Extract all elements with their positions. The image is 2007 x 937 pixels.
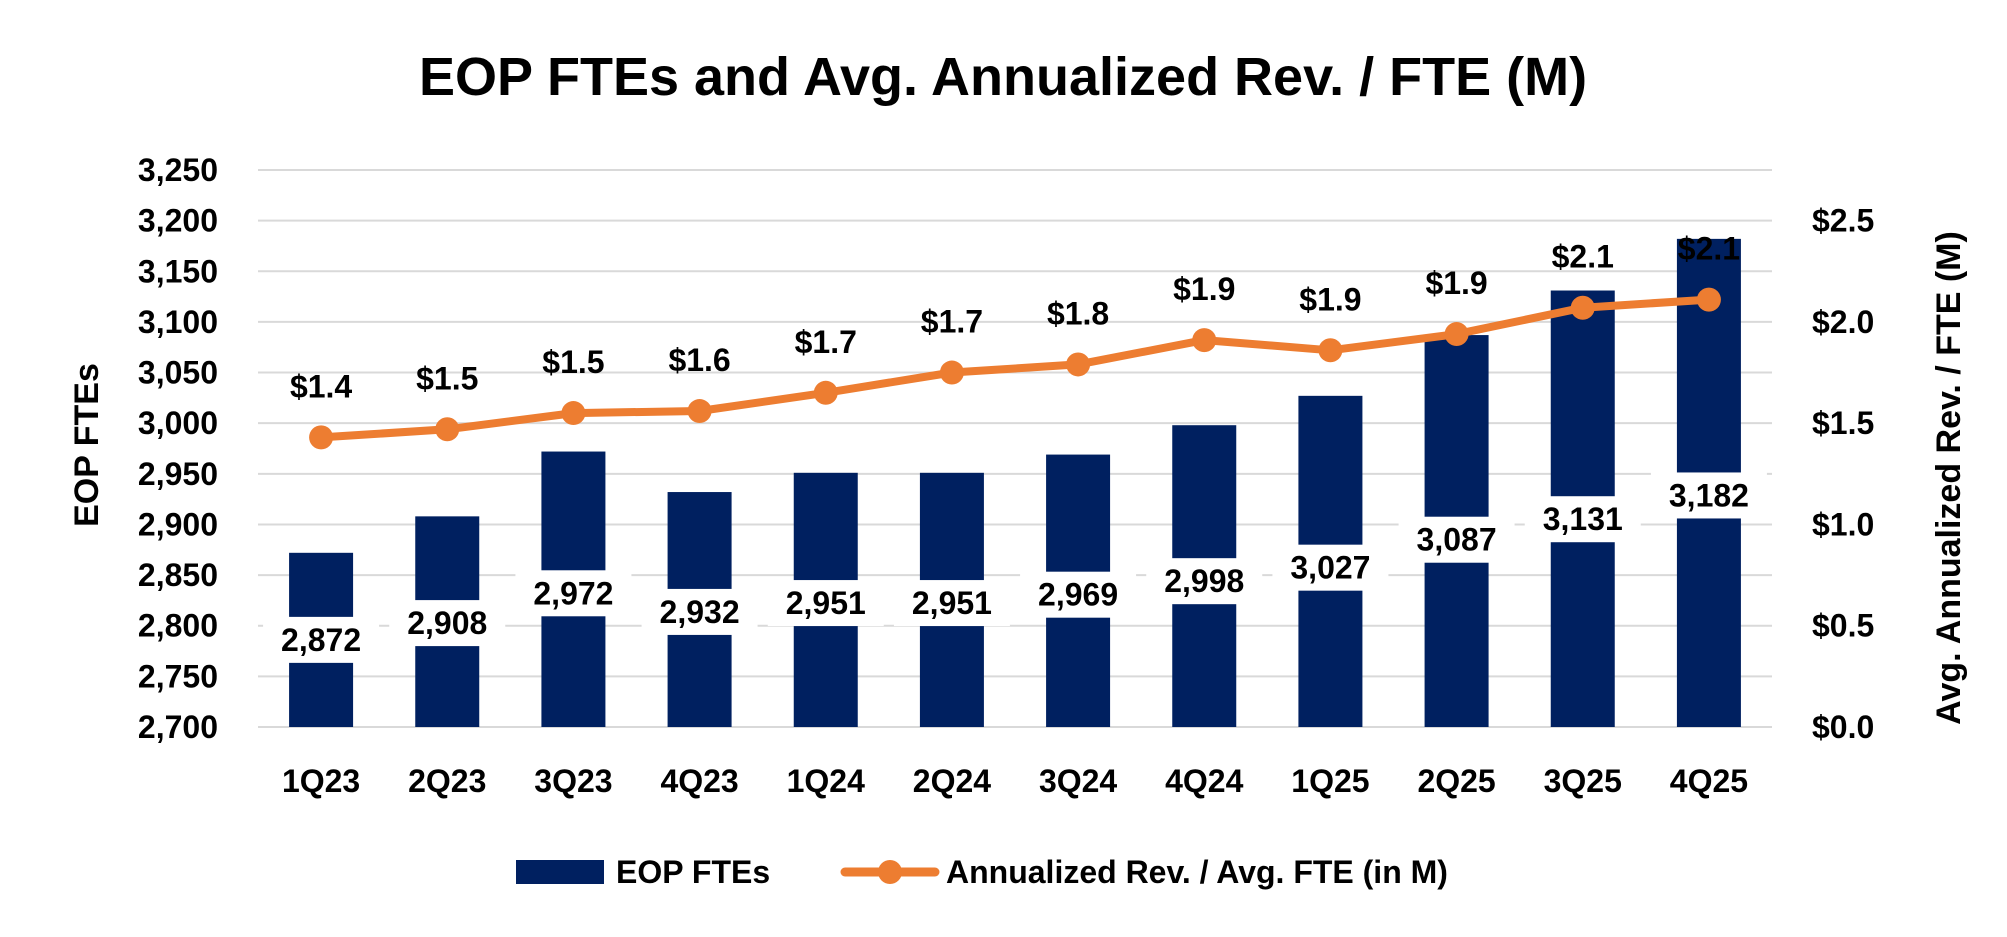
- bar-data-labels: 2,872 2,908 2,972 2,932 2,951 2,951 2,969 2,998…: [263, 472, 1767, 663]
- legend-label-annualized-rev: Annualized Rev. / Avg. FTE (in M): [946, 854, 1448, 890]
- x-tick-label: 3Q23: [534, 763, 612, 799]
- bar-data-label: 2,932: [660, 594, 740, 630]
- bar-data-label: 3,182: [1669, 477, 1749, 513]
- bar-label-bg: [1020, 571, 1137, 618]
- left-tick-label: 2,950: [138, 456, 218, 492]
- legend-swatch-marker: [878, 860, 902, 884]
- bar-data-label: 3,087: [1417, 522, 1497, 558]
- bar-data-label: 3,027: [1290, 550, 1370, 586]
- x-tick-label: 4Q24: [1165, 763, 1243, 799]
- bar-data-label: 2,972: [533, 575, 613, 611]
- left-tick-label: 3,000: [138, 405, 218, 441]
- line-data-labels: $1.4 $1.5 $1.5 $1.6 $1.7 $1.7 $1.8 $1.9 $1.9 $1.9…: [290, 231, 1740, 405]
- left-axis-ticks: 2,700 2,750 2,800 2,850 2,900 2,950 3,000 3,050…: [138, 152, 218, 745]
- line-data-label: $2.1: [1552, 239, 1614, 275]
- line-point: [1318, 338, 1343, 363]
- gridlines: [258, 169, 1772, 728]
- bar-label-bg: [893, 580, 1010, 627]
- left-tick-label: 3,100: [138, 304, 218, 340]
- right-tick-label: $2.5: [1812, 203, 1874, 239]
- x-tick-label: 1Q25: [1291, 763, 1369, 799]
- legend-label-eop-ftes: EOP FTEs: [616, 854, 770, 890]
- line-point: [1570, 295, 1595, 320]
- x-tick-label: 2Q23: [408, 763, 486, 799]
- bar-data-label: 2,872: [281, 622, 361, 658]
- left-tick-label: 3,050: [138, 355, 218, 391]
- x-tick-label: 3Q25: [1544, 763, 1622, 799]
- bar-series: [289, 238, 1741, 727]
- bar-label-bg: [641, 588, 758, 635]
- left-tick-label: 2,850: [138, 557, 218, 593]
- line-data-label: $1.6: [668, 342, 730, 378]
- x-tick-label: 1Q24: [787, 763, 865, 799]
- bar-data-label: 2,951: [912, 585, 992, 621]
- line-point: [1066, 352, 1091, 377]
- line-data-label: $1.5: [416, 360, 478, 396]
- line-point: [1444, 322, 1469, 347]
- line-data-label: $1.5: [542, 344, 604, 380]
- x-tick-label: 2Q24: [913, 763, 991, 799]
- legend-swatch-eop-ftes: [516, 860, 604, 884]
- line-point: [435, 417, 460, 442]
- bar-label-bg: [1524, 496, 1641, 543]
- left-tick-label: 3,150: [138, 253, 218, 289]
- right-tick-label: $1.5: [1812, 405, 1874, 441]
- chart-title: EOP FTEs and Avg. Annualized Rev. / FTE …: [419, 47, 1587, 107]
- left-tick-label: 2,750: [138, 658, 218, 694]
- x-tick-label: 3Q24: [1039, 763, 1117, 799]
- left-tick-label: 2,700: [138, 709, 218, 745]
- left-tick-label: 3,200: [138, 203, 218, 239]
- line-data-label: $1.8: [1047, 295, 1109, 331]
- line-point: [1192, 328, 1217, 353]
- line-point: [939, 360, 964, 385]
- right-axis-ticks: $0.0 $0.5 $1.0 $1.5 $2.0 $2.5: [1812, 203, 1874, 745]
- bar-label-bg: [1398, 516, 1515, 563]
- left-tick-label: 2,800: [138, 608, 218, 644]
- left-tick-label: 2,900: [138, 506, 218, 542]
- line-data-label: $1.9: [1299, 281, 1361, 317]
- bar-data-label: 3,131: [1543, 501, 1623, 537]
- line-data-label: $1.4: [290, 368, 352, 404]
- right-tick-label: $2.0: [1812, 304, 1874, 340]
- legend: EOP FTEs Annualized Rev. / Avg. FTE (in …: [516, 854, 1448, 890]
- bar-label-bg: [1146, 558, 1263, 605]
- bar-data-label: 2,998: [1164, 563, 1244, 599]
- line-point: [561, 401, 586, 426]
- bar-label-bg: [263, 616, 380, 663]
- bar-label-bg: [515, 570, 632, 617]
- line-data-label: $1.7: [795, 324, 857, 360]
- line-point: [687, 399, 712, 424]
- left-axis-label: EOP FTEs: [68, 363, 106, 527]
- bar-label-bg: [1272, 544, 1389, 591]
- right-axis-label: Avg. Annualized Rev. / FTE (M): [1930, 231, 1968, 725]
- line-point: [813, 380, 838, 405]
- right-tick-label: $0.5: [1812, 608, 1874, 644]
- line-data-label: $1.7: [921, 304, 983, 340]
- bar-data-label: 2,908: [407, 605, 487, 641]
- right-tick-label: $1.0: [1812, 506, 1874, 542]
- line-data-label: $1.9: [1173, 271, 1235, 307]
- line-data-label: $1.9: [1425, 265, 1487, 301]
- bar-label-bg: [389, 600, 506, 647]
- bar-data-label: 2,969: [1038, 577, 1118, 613]
- x-tick-label: 4Q23: [660, 763, 738, 799]
- x-tick-label: 4Q25: [1670, 763, 1748, 799]
- bar-label-bg: [767, 580, 884, 627]
- line-point: [309, 425, 334, 450]
- line-data-label: $2.1: [1678, 231, 1740, 267]
- x-tick-label: 1Q23: [282, 763, 360, 799]
- bar-label-bg: [1650, 472, 1767, 519]
- x-axis-ticks: 1Q23 2Q23 3Q23 4Q23 1Q24 2Q24 3Q24 4Q24 1Q25 2Q25…: [282, 763, 1748, 799]
- line-series: [309, 287, 1721, 450]
- bar-data-label: 2,951: [786, 585, 866, 621]
- line-point: [1696, 287, 1721, 312]
- left-tick-label: 3,250: [138, 152, 218, 188]
- x-tick-label: 2Q25: [1417, 763, 1495, 799]
- right-tick-label: $0.0: [1812, 709, 1874, 745]
- series-line: [320, 295, 1710, 442]
